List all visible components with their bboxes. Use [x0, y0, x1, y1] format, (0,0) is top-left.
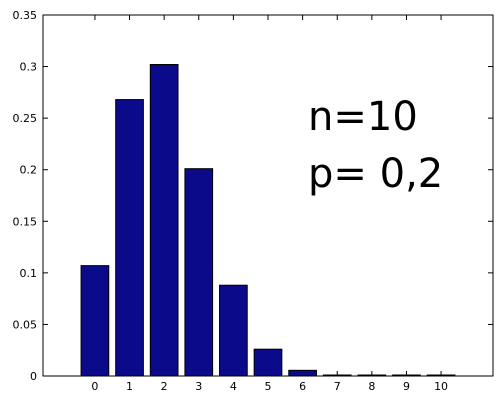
x-tick-label: 1	[126, 380, 133, 393]
bar-6	[288, 369, 317, 377]
x-tick-label: 9	[403, 380, 410, 393]
bar-2	[149, 64, 179, 377]
annotation-p: p= 0,2	[308, 151, 443, 197]
x-tick-label: 6	[299, 380, 306, 393]
x-tick-label: 0	[91, 380, 98, 393]
y-tick-label: 0.3	[20, 61, 38, 74]
bar-7	[322, 374, 352, 377]
x-tick-label: 10	[434, 380, 448, 393]
bar-9	[392, 374, 421, 377]
bar-10	[426, 374, 456, 377]
y-tick-label: 0.25	[13, 112, 38, 125]
bar-4	[219, 284, 248, 377]
x-tick-label: 5	[265, 380, 272, 393]
bar-5	[253, 348, 283, 377]
y-tick-label: 0.05	[13, 318, 38, 331]
bar-0	[80, 265, 110, 377]
bars	[80, 64, 456, 377]
bar-8	[357, 374, 387, 377]
x-tick-label: 2	[161, 380, 168, 393]
x-tick-label: 8	[368, 380, 375, 393]
bar-1	[115, 99, 144, 377]
x-tick-label: 4	[230, 380, 237, 393]
y-tick-label: 0	[30, 370, 37, 383]
x-tick-label: 3	[195, 380, 202, 393]
x-tick-labels: 0 1 2 3 4 5 6 7 8 9 10	[91, 380, 448, 393]
annotation-n: n=10	[308, 94, 418, 140]
y-tick-label: 0.1	[20, 267, 38, 280]
y-tick-labels: 0 0.05 0.1 0.15 0.2 0.25 0.3 0.35	[13, 9, 38, 383]
x-tick-label: 7	[334, 380, 341, 393]
y-tick-label: 0.15	[13, 215, 38, 228]
bar-3	[184, 168, 214, 377]
y-tick-label: 0.2	[20, 164, 38, 177]
y-tick-label: 0.35	[13, 9, 38, 22]
